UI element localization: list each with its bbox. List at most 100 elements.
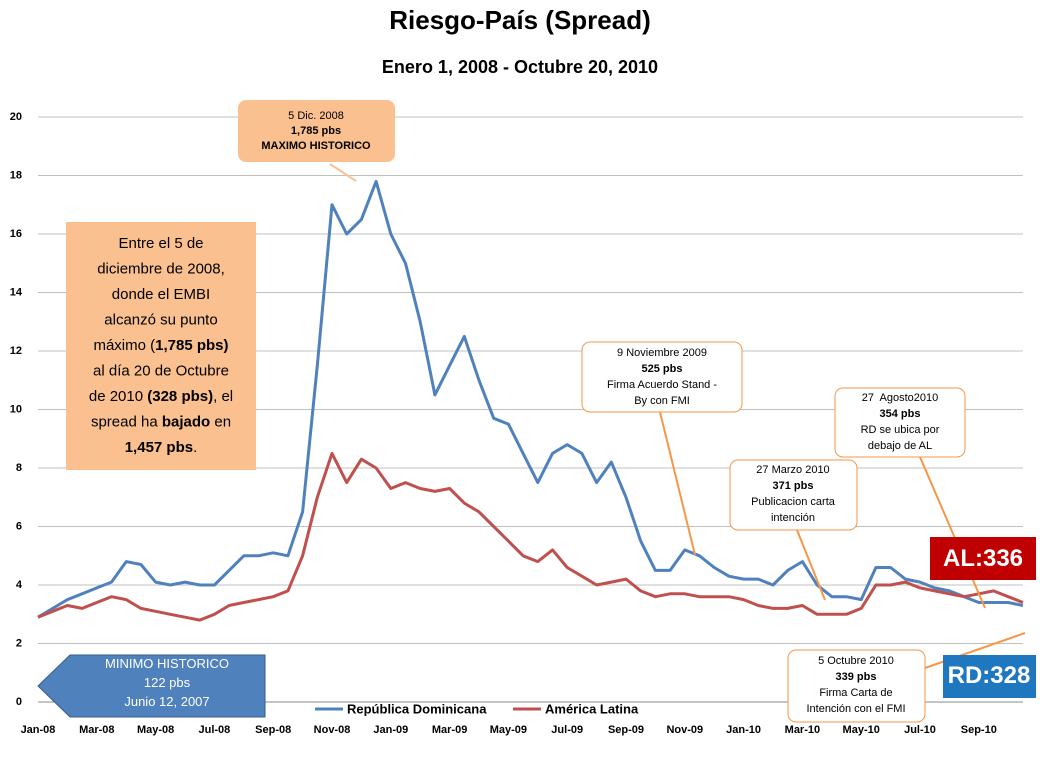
annotation-text: bajado <box>162 413 210 430</box>
annotation-text: 1,785 pbs) <box>155 337 228 354</box>
callout <box>659 411 696 556</box>
annotation-line: Junio 12, 2007 <box>124 694 209 709</box>
annotation-text: RD:328 <box>948 662 1031 689</box>
series-line <box>37 451 1024 622</box>
annotation-text: 371 pbs <box>773 480 814 492</box>
x-tick-label: Jan-08 <box>21 724 56 736</box>
annotation-line: Publicacion carta <box>751 496 836 508</box>
y-tick-label: 12 <box>10 345 22 357</box>
note-box <box>238 100 395 162</box>
annotation-line: MINIMO HISTORICO <box>105 656 229 671</box>
annotation-text: 354 pbs <box>880 408 921 420</box>
annotation-text: By con FMI <box>634 395 690 407</box>
annotation-line: spread ha bajado en <box>91 413 231 430</box>
annotation-text: MINIMO HISTORICO <box>105 656 229 671</box>
annotation-text: (328 pbs) <box>147 388 213 405</box>
annotation-line: diciembre de 2008, <box>97 260 225 277</box>
annotation-text: en <box>210 413 231 430</box>
annotation-text: 9 Noviembre 2009 <box>617 347 707 359</box>
y-tick-label: 4 <box>16 579 23 591</box>
y-tick-label: 20 <box>10 111 22 123</box>
annotation-line: Firma Acuerdo Stand - <box>607 379 717 391</box>
annotation-text: intención <box>771 512 815 524</box>
x-tick-label: Mar-09 <box>432 724 467 736</box>
annotation-line: donde el EMBI <box>112 286 210 303</box>
x-tick-label: Sep-09 <box>608 724 644 736</box>
annotation-line: 1,457 pbs. <box>125 439 198 456</box>
annotation-text: diciembre de 2008, <box>97 260 225 277</box>
x-tick-label: Mar-08 <box>79 724 114 736</box>
annotation-text: 27 Agosto2010 <box>862 392 938 404</box>
annotation-line: AL:336 <box>943 545 1023 572</box>
annotation-line: Entre el 5 de <box>118 235 203 252</box>
note-box <box>787 649 926 723</box>
rd-label-box <box>943 655 1036 698</box>
annotation-text: 5 Dic. 2008 <box>288 110 344 122</box>
annotation-text: Intención con el FMI <box>806 703 905 715</box>
annotation-text: 525 pbs <box>642 363 683 375</box>
x-tick-label: Jan-09 <box>373 724 408 736</box>
y-tick-label: 8 <box>16 462 22 474</box>
annotation-text: RD se ubica por <box>861 424 940 436</box>
annotation-line: RD:328 <box>948 662 1031 689</box>
x-tick-label: Sep-08 <box>255 724 291 736</box>
callout <box>796 529 826 601</box>
annotations: 5 Dic. 2008 1,785 pbs MAXIMO HISTORICO Entr… <box>37 100 1036 723</box>
annotation-line: 9 Noviembre 2009 <box>617 347 707 359</box>
annotation-text: debajo de AL <box>868 440 932 452</box>
al-label-box <box>930 537 1036 580</box>
annotation-line: 339 pbs <box>836 671 877 683</box>
annotation-line: MAXIMO HISTORICO <box>261 140 371 152</box>
y-tick-label: 2 <box>16 637 22 649</box>
annotation-text: 5 Octubre 2010 <box>818 655 894 667</box>
annotation-text: alcanzó su punto <box>104 311 217 328</box>
callout <box>924 632 1026 669</box>
annotation-line: 122 pbs <box>144 675 191 690</box>
chart-title: Riesgo-País (Spread) <box>389 5 651 35</box>
x-tick-label: Nov-08 <box>314 724 351 736</box>
x-tick-label: May-08 <box>137 724 174 736</box>
note-box <box>729 459 858 531</box>
annotation-line: intención <box>771 512 815 524</box>
annotation-text: Entre el 5 de <box>118 235 203 252</box>
annotation-text: 27 Marzo 2010 <box>756 464 829 476</box>
annotation-line: RD se ubica por <box>861 424 940 436</box>
annotation-text: 339 pbs <box>836 671 877 683</box>
annotation-line: Intención con el FMI <box>806 703 905 715</box>
note-box <box>834 387 966 458</box>
y-tick-label: 14 <box>10 286 23 298</box>
annotation-text: de 2010 <box>89 388 147 405</box>
annotation-text: Firma Acuerdo Stand - <box>607 379 717 391</box>
annotation-text: máximo ( <box>93 337 155 354</box>
annotation-text: . <box>193 439 197 456</box>
chart-subtitle: Enero 1, 2008 - Octubre 20, 2010 <box>382 57 658 77</box>
annotation-text: Publicacion carta <box>751 496 836 508</box>
x-tick-label: May-10 <box>843 724 880 736</box>
callout <box>329 163 357 182</box>
annotation-line: debajo de AL <box>868 440 932 452</box>
annotation-line: 5 Octubre 2010 <box>818 655 894 667</box>
y-tick-label: 18 <box>10 169 22 181</box>
annotation-line: al día 20 de Octubre <box>93 362 229 379</box>
annotation-line: 525 pbs <box>642 363 683 375</box>
legend: República Dominicana América Latina <box>315 701 639 716</box>
annotation-text: spread ha <box>91 413 162 430</box>
annotation-text: Firma Carta de <box>819 687 892 699</box>
x-tick-label: May-09 <box>490 724 527 736</box>
x-tick-label: Nov-09 <box>666 724 703 736</box>
annotation-text: MAXIMO HISTORICO <box>261 140 371 152</box>
y-tick-label: 10 <box>10 403 22 415</box>
x-tick-label: Jul-09 <box>551 724 583 736</box>
legend-label: América Latina <box>545 701 639 716</box>
y-tick-label: 16 <box>10 228 22 240</box>
annotation-text: donde el EMBI <box>112 286 210 303</box>
legend-label: República Dominicana <box>347 701 487 716</box>
y-tick-label: 6 <box>16 520 22 532</box>
annotation-text: 1,457 pbs <box>125 439 193 456</box>
annotation-line: de 2010 (328 pbs), el <box>89 388 233 405</box>
note-box <box>581 341 743 413</box>
x-tick-label: Sep-10 <box>961 724 997 736</box>
series-line <box>37 179 1024 619</box>
annotation-line: 1,785 pbs <box>291 125 341 137</box>
